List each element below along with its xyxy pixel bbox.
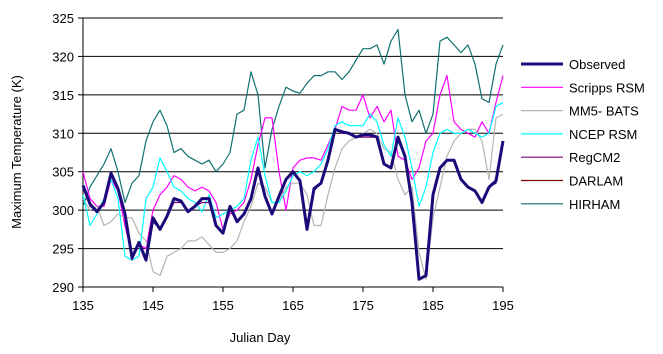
legend-label-ncep-rsm: NCEP RSM — [569, 127, 637, 142]
series-layer — [81, 28, 505, 281]
series-line-observed — [81, 127, 505, 281]
y-tick-label: 320 — [52, 49, 74, 64]
legend-label-observed: Observed — [569, 57, 625, 72]
legend-label-darlam: DARLAM — [569, 174, 623, 189]
x-axis-ticks: 135 145 155 165 175 185 195 — [72, 287, 514, 313]
x-tick-label: 185 — [422, 298, 444, 313]
y-tick-label: 300 — [52, 203, 74, 218]
x-axis-title: Julian Day — [230, 330, 291, 345]
legend-label-mm5-bats: MM5- BATS — [569, 104, 639, 119]
series-line-ncep-rsm — [82, 101, 504, 261]
x-tick-label: 195 — [492, 298, 514, 313]
x-tick-label: 175 — [352, 298, 374, 313]
legend-label-hirham: HIRHAM — [569, 197, 620, 212]
y-axis-title: Maximum Temperature (K) — [9, 75, 24, 229]
series-line-mm5-bats — [82, 113, 504, 280]
legend-label-regcm2: RegCM2 — [569, 150, 620, 165]
y-tick-label: 305 — [52, 165, 74, 180]
x-tick-label: 155 — [212, 298, 234, 313]
series-line-hirham — [82, 28, 504, 207]
x-tick-label: 145 — [142, 298, 164, 313]
y-axis-ticks: 290 295 300 305 310 315 320 325 — [52, 11, 83, 295]
legend-label-scripps-rsm: Scripps RSM — [569, 80, 645, 95]
series-line-scripps-rsm — [82, 74, 504, 257]
y-tick-label: 315 — [52, 88, 74, 103]
y-tick-label: 310 — [52, 126, 74, 141]
y-tick-label: 295 — [52, 242, 74, 257]
y-tick-label: 290 — [52, 280, 74, 295]
x-tick-label: 165 — [282, 298, 304, 313]
y-tick-label: 325 — [52, 11, 74, 26]
legend: Observed Scripps RSM MM5- BATS NCEP RSM RegC… — [521, 57, 645, 212]
x-tick-label: 135 — [72, 298, 94, 313]
